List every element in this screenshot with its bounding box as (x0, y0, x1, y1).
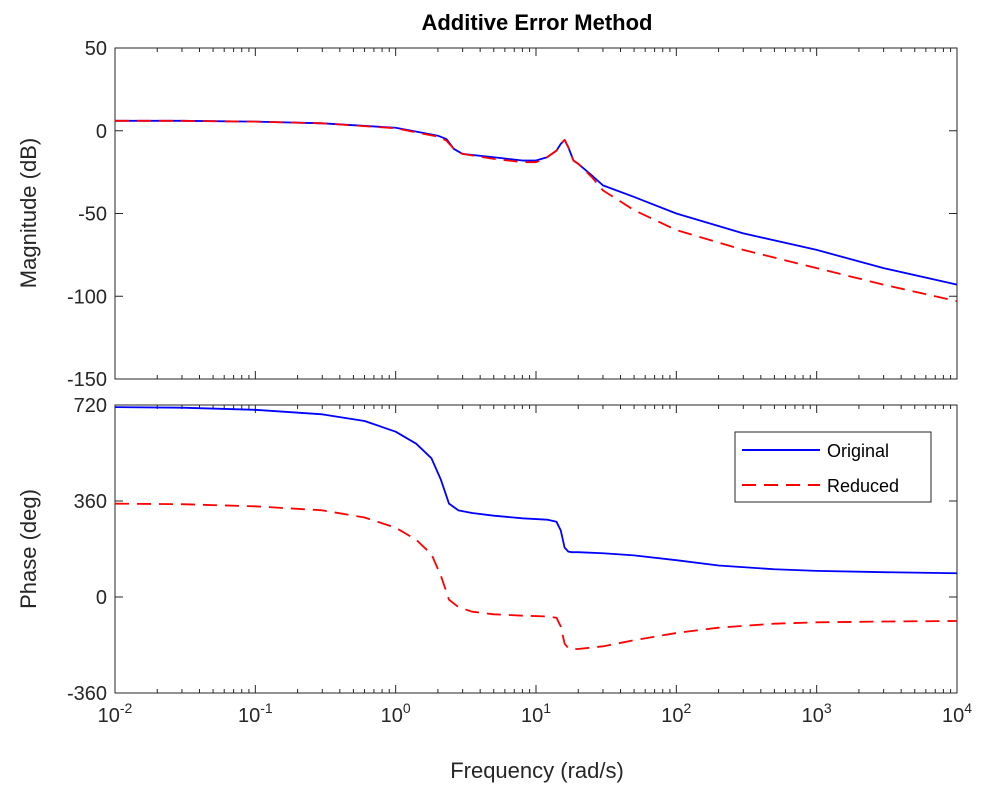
x-tick-label-exponent: 1 (543, 700, 551, 716)
legend-label-original: Original (827, 441, 889, 461)
x-tick-label-exponent: -2 (120, 700, 133, 716)
x-tick-label-exponent: 4 (964, 700, 972, 716)
magnitude-tick-group: 50 0 -50 -100 -150 (67, 38, 958, 391)
y-tick-label: -150 (67, 369, 107, 391)
phase-series-reduced-line (114, 502, 958, 650)
y-tick-label: -50 (78, 204, 107, 226)
legend: Original Reduced (734, 431, 932, 503)
magnitude-series-reduced-line (115, 119, 958, 303)
y-tick-label: 720 (74, 395, 107, 417)
x-tick-label-exponent: 2 (684, 700, 692, 716)
x-tick-label: 101 (521, 700, 551, 727)
x-tick-label-exponent: -1 (260, 700, 273, 716)
magnitude-axes: 50 0 -50 -100 -150 (67, 38, 958, 391)
x-tick-label: 102 (661, 700, 691, 727)
x-tick-label-exponent: 0 (403, 700, 411, 716)
phase-series-group (114, 406, 958, 650)
magnitude-y-axis-label: Magnitude (dB) (16, 138, 41, 288)
x-tick-label: 103 (802, 700, 832, 727)
x-tick-label-base: 10 (238, 705, 260, 727)
y-tick-label: -100 (67, 286, 107, 308)
y-tick-label: 0 (96, 587, 107, 609)
x-tick-label-base: 10 (661, 705, 683, 727)
x-tick-label: 100 (381, 700, 411, 727)
y-tick-label: 50 (85, 38, 107, 60)
x-tick-label: 10-2 (98, 700, 133, 727)
phase-tick-group: 720 360 0 -360 (67, 395, 958, 705)
y-tick-label: -360 (67, 683, 107, 705)
x-tick-label-base: 10 (802, 705, 824, 727)
y-tick-label: 0 (96, 121, 107, 143)
x-tick-label-base: 10 (521, 705, 543, 727)
x-tick-label-base: 10 (942, 705, 964, 727)
x-tick-label-base: 10 (98, 705, 120, 727)
magnitude-series-group (115, 119, 958, 303)
x-tick-label: 104 (942, 700, 972, 727)
y-tick-label: 360 (74, 491, 107, 513)
x-tick-labels: 10-2 10-1 100 101 102 103 104 (98, 700, 973, 727)
legend-label-reduced: Reduced (827, 476, 899, 496)
legend-box (734, 431, 932, 503)
x-axis-label: Frequency (rad/s) (450, 758, 624, 783)
x-tick-label-exponent: 3 (824, 700, 832, 716)
x-tick-label-base: 10 (381, 705, 403, 727)
phase-series-original-line (114, 406, 958, 575)
phase-y-axis-label: Phase (deg) (16, 489, 41, 609)
x-tick-label: 10-1 (238, 700, 273, 727)
magnitude-plot-area (114, 47, 958, 380)
chart-title: Additive Error Method (421, 10, 652, 35)
